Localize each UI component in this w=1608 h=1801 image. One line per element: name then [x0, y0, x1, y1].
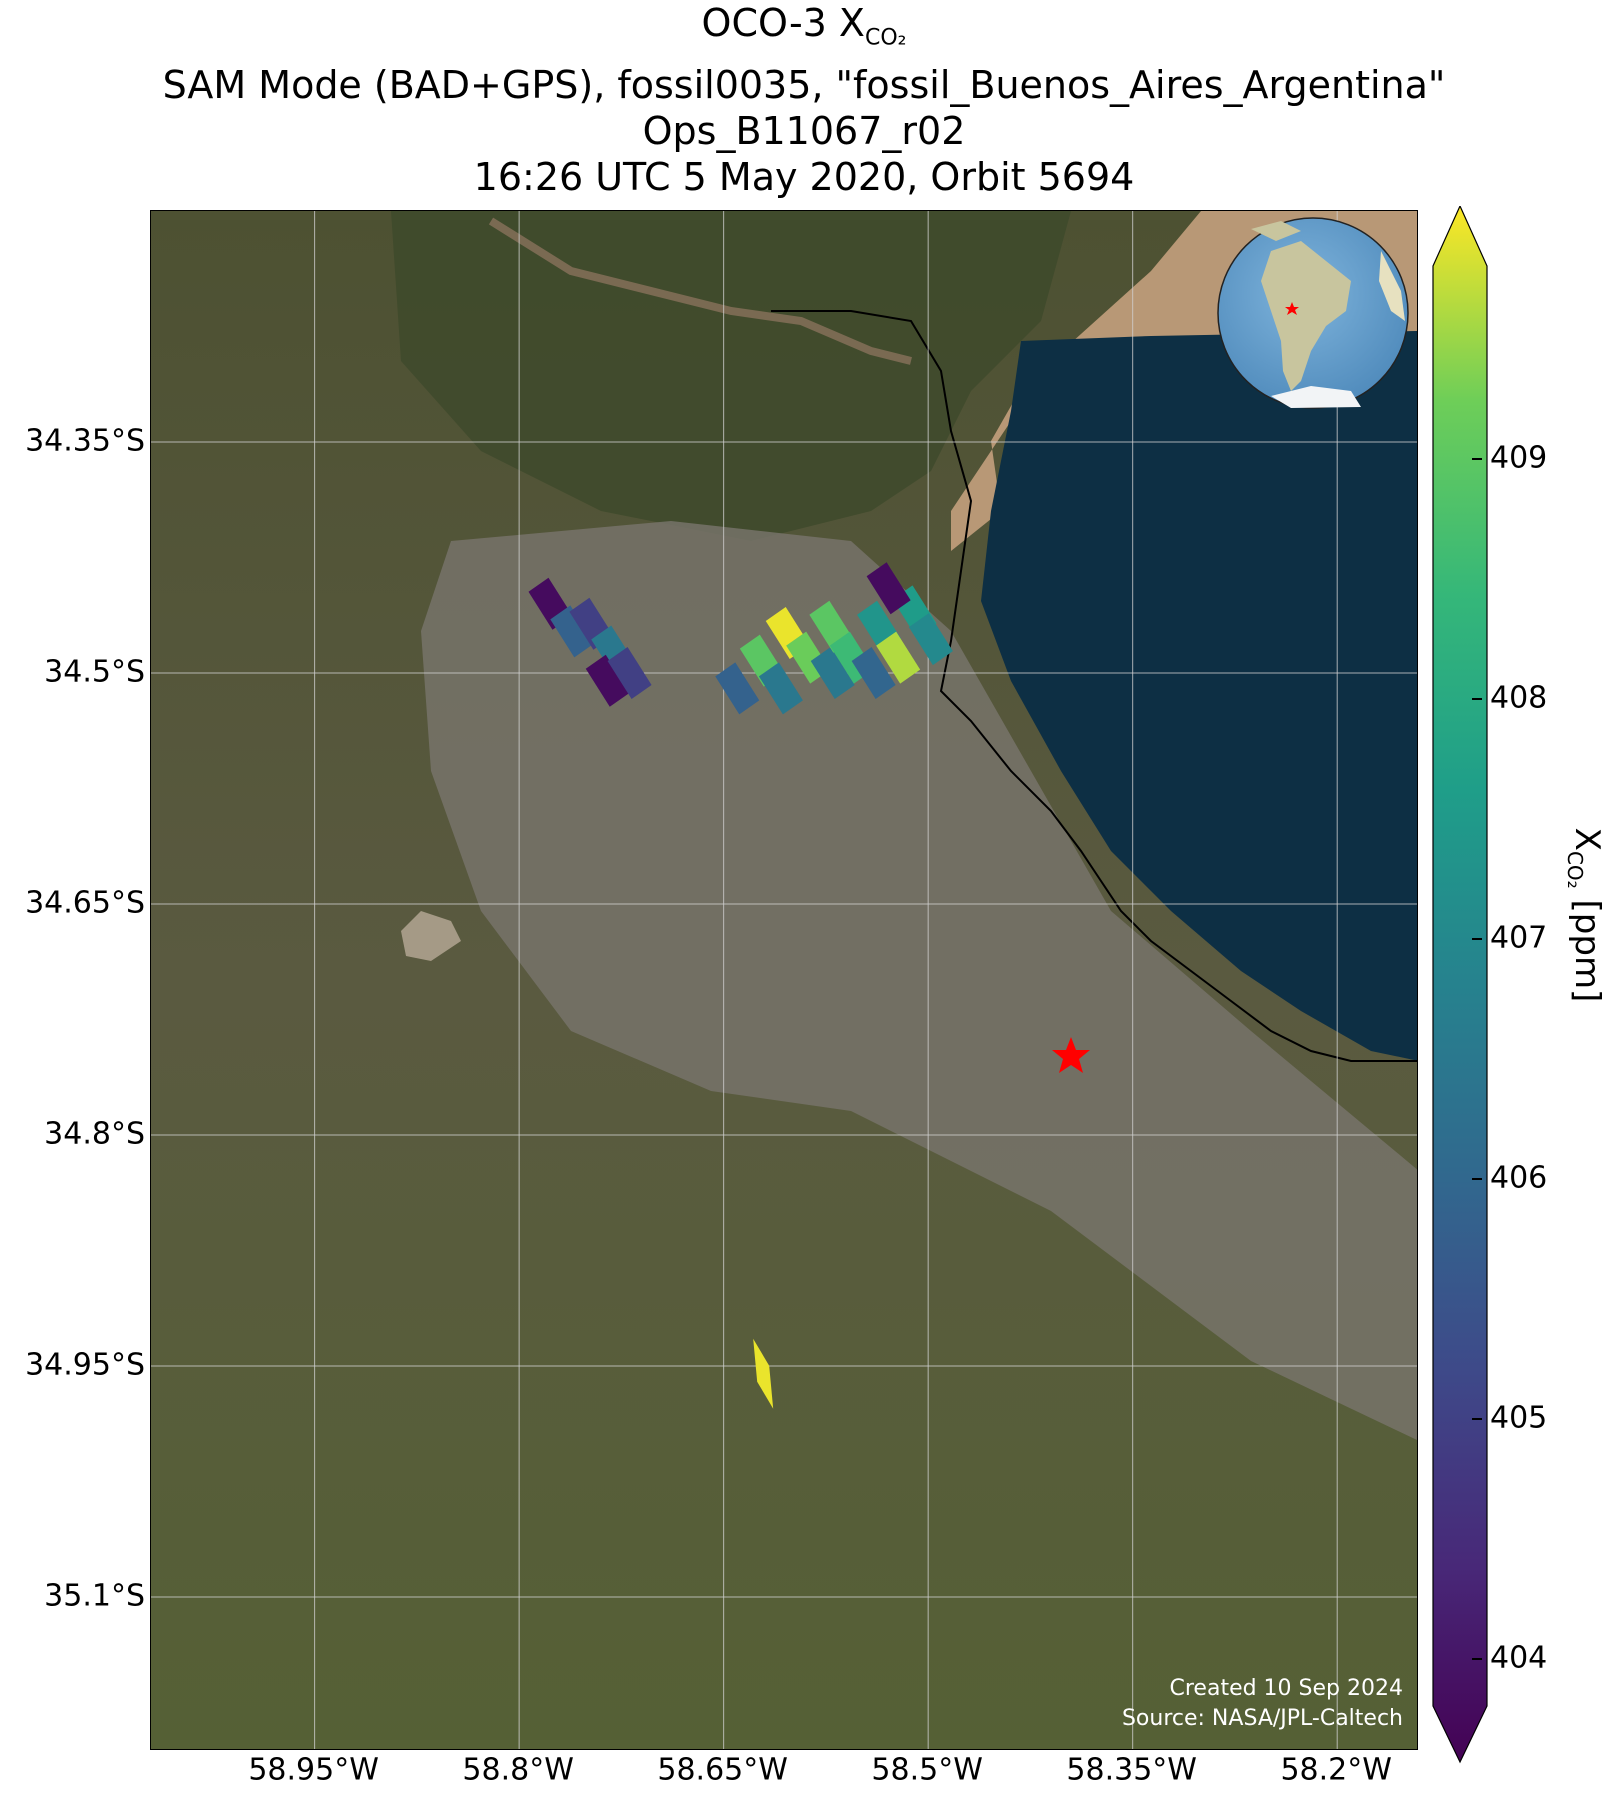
title-line-1: OCO-3 XCO₂	[701, 1, 907, 51]
lon-tick-label: 58.2°W	[1280, 1752, 1392, 1788]
lon-tick-label: 58.95°W	[248, 1752, 379, 1788]
delta-marsh	[391, 211, 1071, 541]
lat-tick-label: 34.95°S	[25, 1347, 145, 1383]
lagoon	[401, 911, 461, 961]
map-canvas	[151, 211, 1417, 1749]
lon-tick-label: 58.35°W	[1066, 1752, 1197, 1788]
created-date: Created 10 Sep 2024	[1169, 1676, 1404, 1701]
xco2-sounding	[810, 647, 855, 699]
colorbar-tick-label: 404	[1490, 1640, 1548, 1676]
lon-tick-label: 58.5°W	[871, 1752, 983, 1788]
colorbar-tick-label: 406	[1490, 1160, 1548, 1196]
xco2-sounding	[715, 662, 760, 715]
colorbar-tick-mark	[1472, 698, 1482, 700]
globe-target-star-icon	[1285, 302, 1299, 315]
xco2-sounding	[550, 605, 595, 658]
antarctica-icon	[1271, 386, 1361, 408]
xco2-sounding	[851, 647, 896, 699]
lon-tick-label: 58.8°W	[462, 1752, 574, 1788]
lat-tick-label: 34.35°S	[25, 423, 145, 459]
xco2-sounding	[758, 662, 803, 715]
colorbar-tick-label: 408	[1490, 680, 1548, 716]
river-channel	[488, 217, 912, 365]
colorbar-tick-mark	[1472, 1658, 1482, 1660]
xco2-sounding	[866, 562, 911, 615]
xco2-sounding	[876, 631, 921, 684]
title-line-3: Ops_B11067_r02	[642, 108, 966, 153]
south-america-icon	[1261, 241, 1351, 391]
colorbar-tick-label: 409	[1490, 440, 1548, 476]
title-line-4: 16:26 UTC 5 May 2020, Orbit 5694	[473, 154, 1135, 199]
colorbar-label: XCO₂ [ppm]	[1563, 827, 1607, 1003]
xco2-sounding	[908, 613, 953, 666]
title-line-2: SAM Mode (BAD+GPS), fossil0035, "fossil_…	[162, 62, 1446, 107]
colorbar-tick-label: 407	[1490, 920, 1548, 956]
colorbar-tick-mark	[1472, 458, 1482, 460]
colorbar-tick-label: 405	[1490, 1400, 1548, 1436]
colorbar-tick-mark	[1472, 1418, 1482, 1420]
source-credit: Source: NASA/JPL-Caltech	[1121, 1706, 1403, 1731]
lat-tick-label: 34.65°S	[25, 885, 145, 921]
lat-tick-label: 34.8°S	[44, 1116, 145, 1152]
colorbar-bar	[1432, 206, 1488, 1764]
xco2-soundings	[528, 562, 953, 1409]
rio-de-la-plata	[981, 331, 1417, 1061]
colorbar-tick-mark	[1472, 1178, 1482, 1180]
colorbar-tick-mark	[1472, 938, 1482, 940]
xco2-sounding	[585, 654, 630, 707]
xco2-sounding	[607, 647, 652, 699]
lat-tick-label: 35.1°S	[44, 1578, 145, 1614]
coastline	[771, 310, 1417, 1062]
urban-area	[421, 521, 1417, 1441]
map-panel: Created 10 Sep 2024 Source: NASA/JPL-Cal…	[150, 210, 1418, 1750]
globe-inset	[1217, 217, 1409, 409]
xco2-sounding	[753, 1338, 774, 1409]
target-star-icon	[1052, 1037, 1090, 1073]
lat-tick-label: 34.5°S	[44, 654, 145, 690]
colorbar	[1432, 206, 1488, 1764]
lon-tick-label: 58.65°W	[657, 1752, 788, 1788]
figure-title: OCO-3 XCO₂ SAM Mode (BAD+GPS), fossil003…	[0, 0, 1608, 200]
